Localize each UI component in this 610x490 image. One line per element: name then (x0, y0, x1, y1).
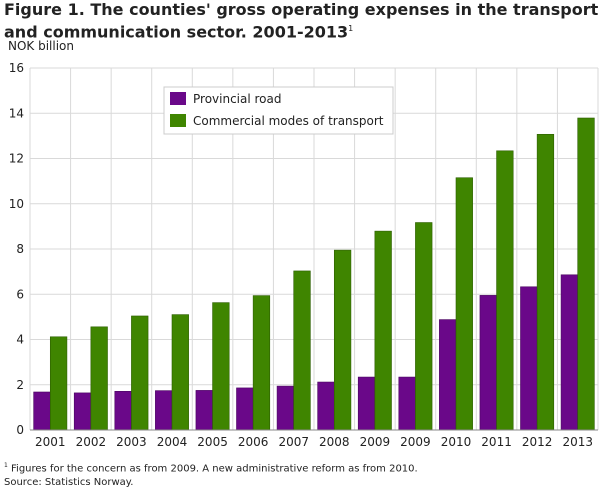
x-tick-label: 2012 (522, 435, 553, 449)
bar-commercial (415, 222, 433, 431)
x-tick-label: 2011 (481, 435, 512, 449)
bar-commercial (212, 302, 230, 431)
legend-label: Provincial road (193, 92, 282, 106)
footnotes: 1 Figures for the concern as from 2009. … (4, 459, 418, 490)
x-tick-label: 2013 (562, 435, 593, 449)
x-tick-label: 2003 (116, 435, 147, 449)
y-tick-label: 0 (16, 423, 24, 437)
x-tick-label: 2009 (400, 435, 431, 449)
legend: Provincial road Commercial modes of trans… (163, 86, 394, 135)
bar-commercial (333, 249, 352, 431)
footnote-marker: 1 (4, 462, 8, 469)
bar-commercial (455, 177, 473, 431)
bar-provincial (479, 295, 497, 431)
bar-commercial (252, 295, 271, 431)
x-tick-label: 2008 (319, 435, 350, 449)
chart-title: Figure 1. The counties' gross operating … (4, 0, 604, 41)
x-tick-label: 2006 (238, 435, 269, 449)
footnote: 1 Figures for the concern as from 2009. … (4, 459, 418, 476)
y-tick-label: 10 (9, 197, 24, 211)
bar-provincial (357, 376, 376, 431)
bar-provincial (520, 286, 538, 431)
y-tick-label: 2 (16, 378, 24, 392)
bar-provincial (73, 392, 92, 431)
x-tick-label: 2001 (35, 435, 66, 449)
bar-commercial (496, 150, 514, 431)
bar-provincial (398, 376, 416, 431)
bar-commercial (577, 117, 595, 431)
footnote-text: Figures for the concern as from 2009. A … (11, 463, 418, 475)
y-axis-label: NOK billion (8, 39, 75, 53)
bar-provincial (155, 390, 173, 431)
y-tick-label: 16 (9, 61, 24, 75)
bar-commercial (171, 314, 189, 431)
legend-label: Commercial modes of transport (193, 114, 384, 128)
legend-swatch (170, 92, 186, 105)
x-tick-label: 2002 (76, 435, 107, 449)
y-tick-label: 12 (9, 152, 24, 166)
bar-provincial (33, 391, 51, 431)
legend-box (163, 86, 394, 135)
bar-commercial (90, 326, 108, 431)
y-tick-label: 6 (16, 287, 24, 301)
title-superscript: 1 (348, 24, 354, 33)
bar-provincial (317, 381, 335, 431)
bar-commercial (131, 315, 149, 431)
bar-commercial (49, 336, 68, 431)
x-tick-label: 2005 (197, 435, 228, 449)
x-tick-label: 2007 (278, 435, 309, 449)
x-tick-label: 2010 (441, 435, 472, 449)
y-tick-label: 8 (16, 242, 24, 256)
bar-provincial (439, 319, 457, 431)
source: Source: Statistics Norway. (4, 477, 134, 489)
bar-commercial (374, 230, 392, 431)
chart-title-text: Figure 1. The counties' gross operating … (4, 0, 599, 42)
bar-commercial (536, 133, 555, 431)
bar-provincial (195, 390, 213, 431)
bar-provincial (560, 274, 579, 431)
y-tick-label: 14 (9, 106, 24, 120)
bar-provincial (236, 387, 254, 431)
x-tick-label: 2009 (360, 435, 391, 449)
bar-provincial (276, 385, 295, 431)
bar-provincial (114, 391, 132, 431)
legend-swatch (170, 114, 186, 127)
y-tick-label: 4 (16, 333, 24, 347)
bar-commercial (293, 270, 311, 431)
x-tick-label: 2004 (157, 435, 188, 449)
